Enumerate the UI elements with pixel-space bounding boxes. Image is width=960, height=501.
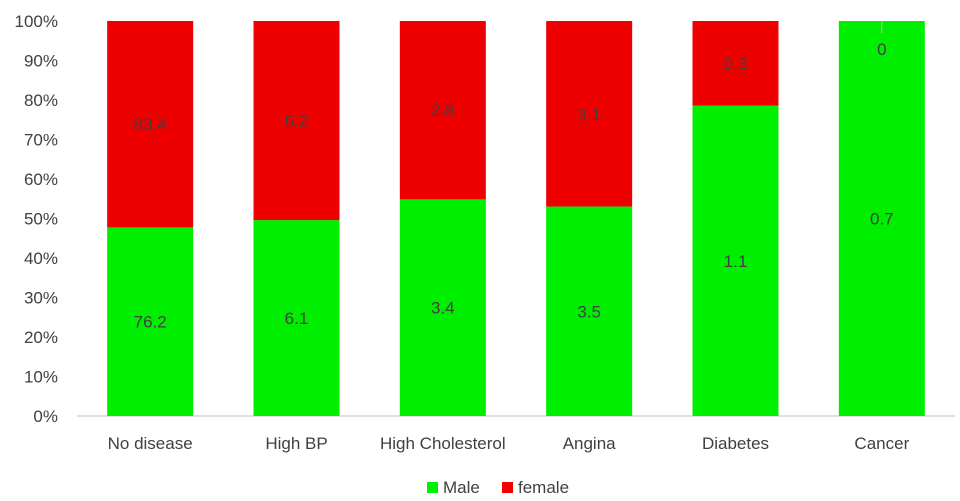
bar-segment-male: [399, 199, 486, 416]
x-category-label: Angina: [563, 434, 616, 453]
bar-segment-female: [107, 21, 194, 228]
y-tick-label: 30%: [24, 289, 58, 308]
legend-swatch-male: [427, 482, 438, 493]
legend-swatch-female: [502, 482, 513, 493]
y-tick-label: 100%: [15, 12, 58, 31]
bar-segment-female: [399, 21, 486, 200]
data-label-female: 2.8: [431, 101, 455, 120]
y-tick-label: 40%: [24, 249, 58, 268]
y-tick-label: 10%: [24, 368, 58, 387]
x-category-label: High BP: [265, 434, 327, 453]
y-tick-label: 80%: [24, 91, 58, 110]
x-category-label: No disease: [108, 434, 193, 453]
y-tick-label: 0%: [33, 407, 58, 426]
legend-label-female: female: [518, 478, 569, 497]
y-tick-label: 60%: [24, 170, 58, 189]
bar-segment-male: [692, 105, 779, 417]
legend: Male female: [427, 478, 569, 497]
bar-segment-female: [692, 21, 779, 106]
data-label-female: 6.2: [285, 112, 309, 131]
bar-segment-female: [546, 21, 633, 207]
y-tick-label: 50%: [24, 210, 58, 229]
data-label-male: 1.1: [724, 252, 748, 271]
bar-segment-male: [107, 227, 194, 416]
bar-layer: [107, 21, 925, 417]
x-category-label: Cancer: [854, 434, 909, 453]
data-label-male: 3.5: [577, 302, 601, 321]
x-category-label: High Cholesterol: [380, 434, 506, 453]
data-label-male: 6.1: [285, 309, 309, 328]
bar-segment-male: [253, 220, 340, 416]
y-tick-label: 20%: [24, 328, 58, 347]
data-label-male: 76.2: [134, 313, 167, 332]
legend-label-male: Male: [443, 478, 480, 497]
bar-segment-male: [546, 206, 633, 416]
data-label-female: 3.1: [577, 105, 601, 124]
data-label-male: 0.7: [870, 210, 894, 229]
axis-layer: 0% 10% 20% 30% 40% 50% 60% 70% 80% 90% 100% No dise…: [15, 12, 955, 453]
bar-segment-male: [838, 21, 925, 416]
bar-segment-female: [253, 21, 340, 221]
data-label-female: 0: [877, 40, 886, 59]
data-label-layer: 76.2 83.4 6.1 6.2 3.4 2.8 3.5 3.1 1.1 0.3 0.7 0: [134, 21, 894, 332]
data-label-female: 0.3: [724, 54, 748, 73]
data-label-female: 83.4: [134, 115, 167, 134]
data-label-male: 3.4: [431, 299, 455, 318]
y-tick-label: 90%: [24, 52, 58, 71]
x-category-label: Diabetes: [702, 434, 769, 453]
y-tick-label: 70%: [24, 131, 58, 150]
